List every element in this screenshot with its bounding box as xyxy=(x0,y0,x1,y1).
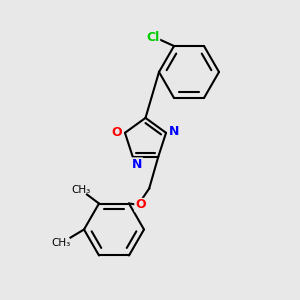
Text: O: O xyxy=(135,199,146,212)
Text: Cl: Cl xyxy=(146,31,160,44)
Text: CH₃: CH₃ xyxy=(52,238,71,248)
Text: CH₃: CH₃ xyxy=(71,185,91,195)
Text: N: N xyxy=(169,125,180,138)
Text: O: O xyxy=(111,126,122,139)
Text: N: N xyxy=(132,158,142,171)
